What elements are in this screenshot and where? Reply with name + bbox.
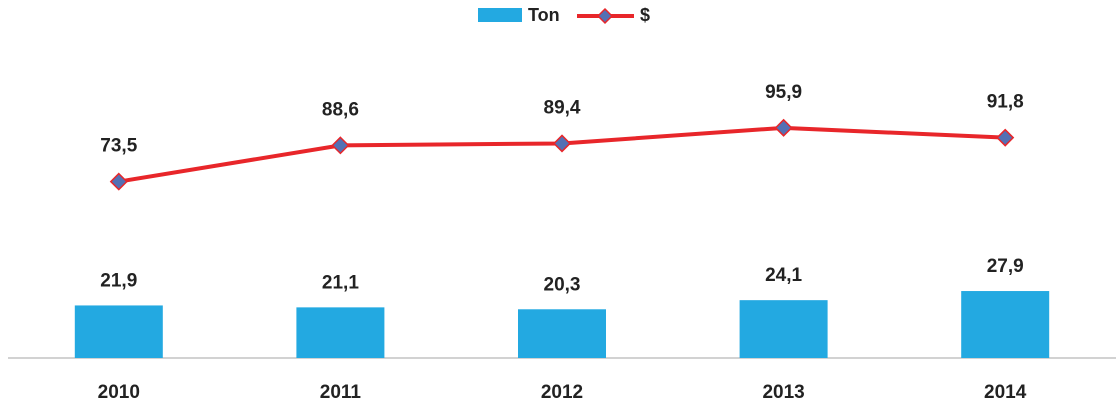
x-tick-label: 2011: [320, 382, 362, 403]
legend-marker: [596, 7, 614, 25]
line-marker: [996, 128, 1015, 147]
data-label: 21,9: [100, 270, 137, 291]
legend-label: $: [640, 5, 650, 25]
data-label: 95,9: [765, 82, 802, 103]
x-tick-label: 2014: [984, 382, 1027, 403]
line-marker: [109, 172, 128, 191]
data-label: 73,5: [100, 136, 137, 157]
legend-label: Ton: [528, 5, 560, 25]
line-marker: [331, 136, 350, 155]
data-label: 27,9: [987, 256, 1024, 277]
bar: [739, 300, 828, 358]
data-label: 20,3: [544, 274, 581, 295]
bar: [296, 307, 385, 358]
line-marker: [774, 118, 793, 137]
legend-swatch: [478, 8, 522, 22]
x-tick-label: 2012: [541, 382, 583, 403]
bar: [961, 291, 1050, 358]
data-label: 24,1: [765, 265, 802, 286]
x-tick-label: 2013: [762, 382, 804, 403]
data-label: 88,6: [322, 99, 359, 120]
line-marker: [552, 134, 572, 153]
bar: [74, 305, 163, 358]
x-tick-label: 2010: [98, 382, 140, 403]
data-label: 89,4: [544, 97, 581, 118]
bar: [518, 309, 606, 358]
data-label: 91,8: [987, 92, 1024, 113]
data-label: 21,1: [322, 272, 359, 293]
